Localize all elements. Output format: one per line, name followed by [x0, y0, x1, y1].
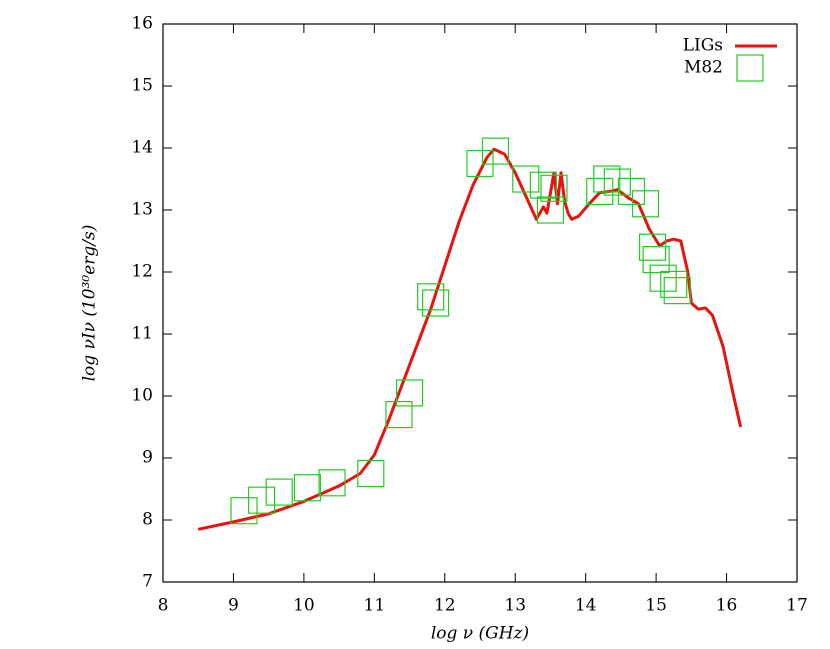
marker: [603, 168, 631, 196]
marker: [417, 283, 445, 311]
marker: [540, 174, 568, 202]
marker: [385, 401, 413, 429]
marker: [642, 246, 670, 274]
legend-label: M82: [684, 58, 723, 78]
y-tick-label: 14: [131, 138, 153, 158]
marker: [466, 149, 494, 178]
y-tick-label: 8: [142, 510, 153, 530]
y-axis-label: log νIν (10³⁰erg/s): [80, 225, 100, 382]
y-tick-label: 9: [142, 448, 153, 468]
x-tick-label: 16: [716, 596, 738, 616]
marker: [512, 165, 540, 193]
marker: [660, 270, 688, 298]
y-tick-label: 11: [131, 324, 153, 344]
y-tick-label: 10: [131, 386, 153, 406]
marker: [357, 459, 385, 488]
marker: [293, 474, 322, 502]
legend-swatch: [736, 54, 764, 82]
x-axis-label: log ν (GHz): [431, 624, 529, 644]
marker: [586, 177, 614, 205]
y-tick-label: 7: [142, 572, 153, 592]
x-tick-label: 9: [228, 596, 239, 616]
marker: [422, 289, 450, 317]
marker: [395, 379, 424, 407]
x-tick-label: 8: [158, 596, 169, 616]
marker: [230, 497, 258, 525]
line-series: [197, 147, 743, 531]
y-tick-label: 16: [131, 14, 153, 34]
marker: [529, 171, 558, 199]
x-tick-label: 10: [293, 596, 315, 616]
marker: [536, 196, 565, 224]
y-tick-label: 12: [131, 262, 153, 282]
x-tick-label: 13: [504, 596, 526, 616]
x-tick-label: 12: [434, 596, 456, 616]
marker: [631, 190, 660, 218]
marker: [593, 165, 621, 193]
legend-label: LIGs: [683, 36, 723, 56]
marker: [318, 469, 346, 497]
marker: [248, 486, 276, 514]
x-tick-label: 11: [364, 596, 386, 616]
marker: [481, 137, 510, 165]
marker: [663, 277, 691, 305]
marker: [265, 478, 293, 506]
x-tick-label: 15: [645, 596, 667, 616]
x-tick-label: 14: [575, 596, 597, 616]
plot-frame: [162, 23, 798, 583]
x-tick-label: 17: [786, 596, 808, 616]
marker: [649, 264, 677, 292]
y-tick-label: 13: [131, 200, 153, 220]
y-tick-label: 15: [131, 76, 153, 96]
